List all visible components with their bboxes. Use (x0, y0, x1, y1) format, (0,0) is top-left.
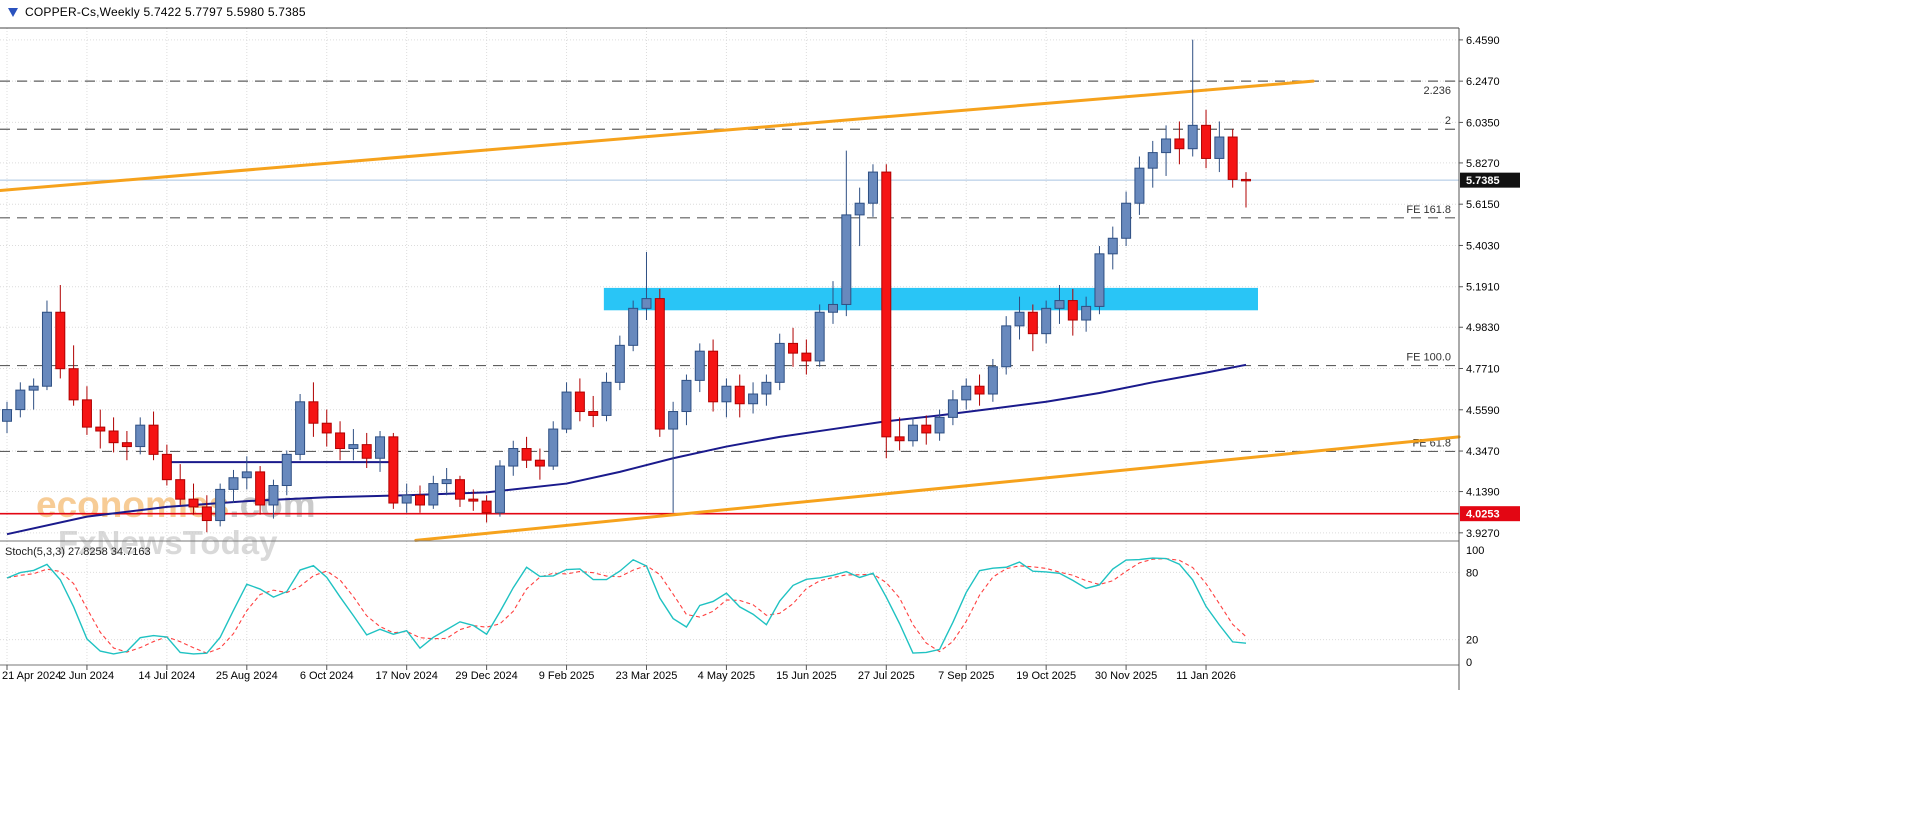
stoch-axis[interactable]: 100 80 20 0 (1466, 545, 1484, 669)
date-axis-label: 29 Dec 2024 (455, 670, 517, 682)
price-axis-label: 5.4030 (1466, 240, 1500, 252)
watermark-subtitle-text: FxNewsToday (58, 524, 278, 561)
date-axis-label: 27 Jul 2025 (858, 670, 915, 682)
date-axis-label: 25 Aug 2024 (216, 670, 278, 682)
price-axis-label: 5.8270 (1466, 158, 1500, 170)
stoch-indicator-label: Stoch(5,3,3) 27.8258 34.7163 (5, 546, 151, 558)
date-axis-label: 23 Mar 2025 (616, 670, 678, 682)
stoch-axis-label: 20 (1466, 635, 1478, 647)
date-axis-label: 7 Sep 2025 (938, 670, 994, 682)
red-line-price-tag: 4.0253 (1460, 506, 1520, 522)
date-axis-label: 14 Jul 2024 (138, 670, 195, 682)
date-axis-label: 17 Nov 2024 (375, 670, 437, 682)
price-axis-label: 4.7710 (1466, 364, 1500, 376)
price-axis-label: 4.3470 (1466, 446, 1500, 458)
panel-borders (0, 27, 1460, 690)
date-axis-label: 6 Oct 2024 (300, 670, 354, 682)
stoch-axis-label: 80 (1466, 567, 1478, 579)
resistance-zone[interactable] (603, 287, 1258, 311)
fib-level-label: 2.236 (1423, 85, 1451, 97)
fib-level-label: 2 (1445, 115, 1451, 127)
stoch-axis-label: 100 (1466, 545, 1484, 557)
current-price-tag: 5.7385 (1460, 172, 1520, 188)
date-axis-label: 9 Feb 2025 (539, 670, 595, 682)
price-axis-label: 4.5590 (1466, 405, 1500, 417)
stoch-axis-label: 0 (1466, 657, 1472, 669)
price-axis-label: 5.6150 (1466, 199, 1500, 211)
date-axis-label: 19 Oct 2025 (1016, 670, 1076, 682)
date-axis-label: 2 Jun 2024 (60, 670, 114, 682)
price-axis-label: 4.1390 (1466, 487, 1500, 499)
price-axis-label: 4.9830 (1466, 322, 1500, 334)
symbol-ohlc-title: COPPER-Cs,Weekly 5.7422 5.7797 5.5980 5.… (25, 5, 306, 19)
svg-text:5.7385: 5.7385 (1466, 175, 1500, 187)
svg-text:4.0253: 4.0253 (1466, 509, 1500, 521)
date-axis-label: 11 Jan 2026 (1176, 670, 1236, 682)
date-axis-label: 15 Jun 2025 (776, 670, 837, 682)
candles-layer (2, 39, 1251, 533)
price-axis-label: 3.9270 (1466, 528, 1500, 540)
price-axis-label: 5.1910 (1466, 282, 1500, 294)
date-axis-label: 4 May 2025 (698, 670, 755, 682)
orange-trendlines[interactable] (0, 79, 1461, 542)
fib-level-label: FE 161.8 (1406, 204, 1451, 216)
symbol-marker-icon (8, 7, 18, 17)
fib-level-label: FE 100.0 (1406, 352, 1451, 364)
date-axis-label: 30 Nov 2025 (1095, 670, 1157, 682)
price-axis-label: 6.2470 (1466, 76, 1500, 88)
chart-title-bar: COPPER-Cs,Weekly 5.7422 5.7797 5.5980 5.… (8, 5, 306, 19)
date-axis-label: 21 Apr 2024 (2, 670, 61, 682)
price-axis[interactable]: 6.4590 6.2470 6.0350 5.8270 5.6150 5.4030 5.19… (1459, 35, 1500, 540)
stochastic-panel: Stoch(5,3,3) 27.8258 34.7163 (5, 546, 1247, 655)
price-axis-label: 6.0350 (1466, 117, 1500, 129)
price-axis-label: 6.4590 (1466, 35, 1500, 47)
stoch-signal-line (6, 558, 1247, 654)
stoch-main-line (6, 557, 1247, 655)
